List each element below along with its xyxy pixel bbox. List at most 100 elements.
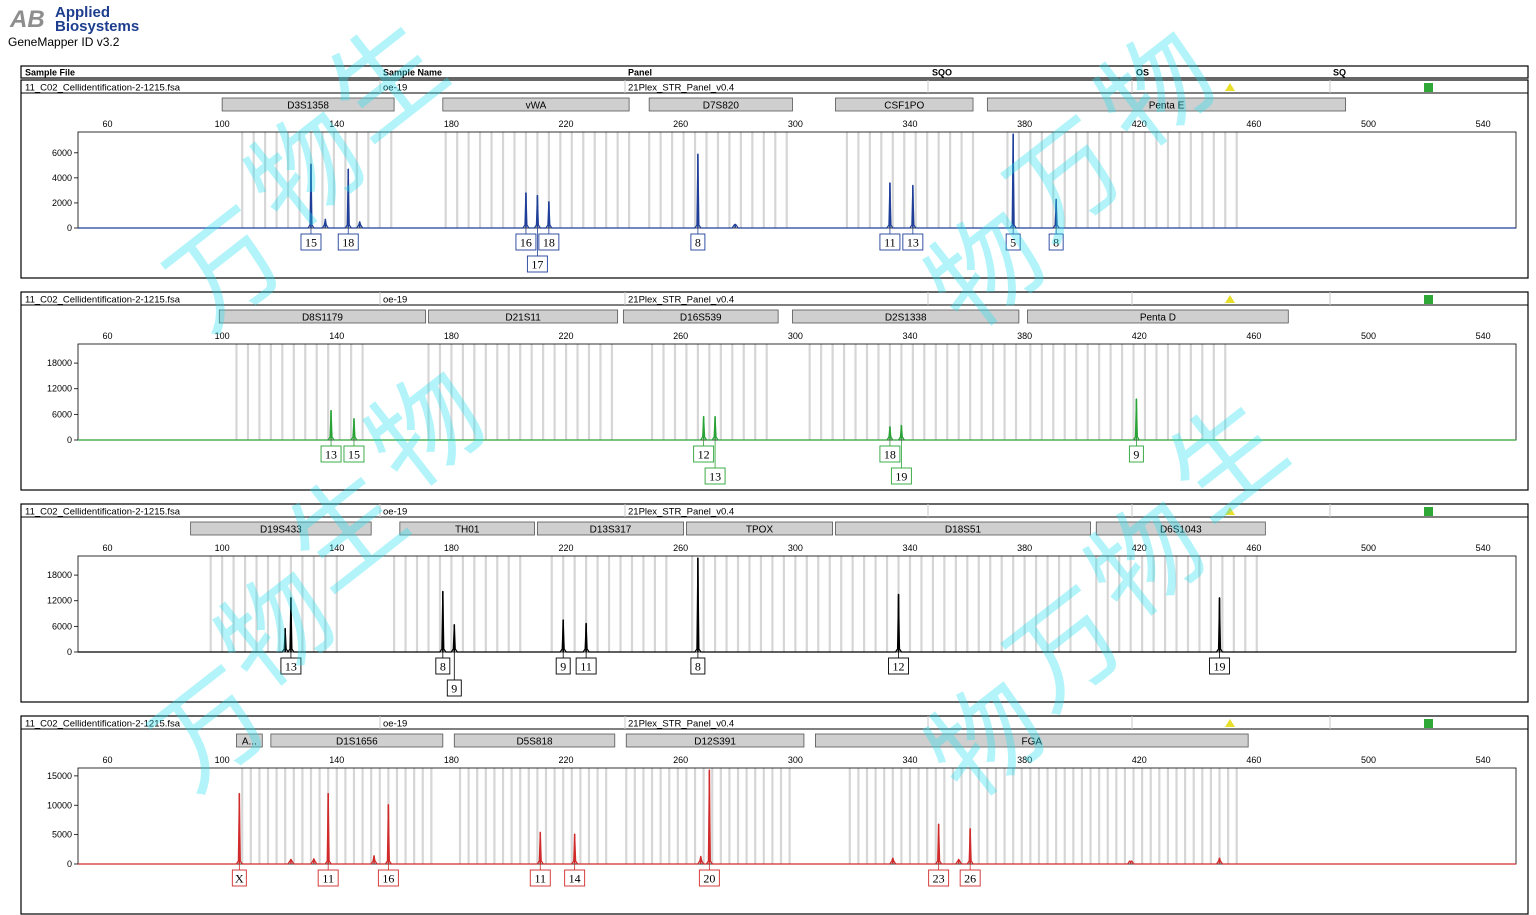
bin-line	[1029, 768, 1032, 864]
svg-text:9: 9	[560, 660, 566, 674]
allele-label[interactable]: 5	[1005, 228, 1021, 251]
col-panel[interactable]: Panel	[628, 68, 652, 78]
panel-cell[interactable]: 21Plex_STR_Panel_v0.4	[628, 719, 734, 730]
allele-label[interactable]: 19	[1209, 652, 1230, 675]
allele-label[interactable]: X	[231, 864, 247, 887]
bin-line	[817, 556, 820, 652]
panel-cell[interactable]: 21Plex_STR_Panel_v0.4	[628, 507, 734, 518]
allele-label[interactable]: 20	[698, 864, 720, 887]
marker-pentae[interactable]: Penta E	[986, 97, 1347, 112]
marker-d3s1358[interactable]: D3S1358	[221, 97, 395, 112]
allele-label[interactable]: 8	[690, 228, 706, 251]
allele-label[interactable]: 15	[300, 228, 322, 251]
allele-label[interactable]: 12	[693, 440, 715, 463]
allele-label[interactable]: 17	[526, 228, 548, 273]
col-os[interactable]: OS	[1136, 68, 1149, 78]
allele-label[interactable]: 16	[377, 864, 399, 887]
allele-label[interactable]: 11	[317, 864, 339, 887]
allele-label[interactable]: 9	[555, 652, 571, 675]
marker-d13s317[interactable]: D13S317	[537, 521, 684, 536]
marker-d5s818[interactable]: D5S818	[453, 733, 616, 748]
allele-label[interactable]: 8	[690, 652, 706, 675]
marker-th01[interactable]: TH01	[399, 521, 535, 536]
allele-label[interactable]: 9	[446, 652, 462, 697]
svg-text:8: 8	[695, 660, 701, 674]
marker-d8s1179[interactable]: D8S1179	[218, 309, 427, 324]
allele-label[interactable]: 11	[575, 652, 597, 675]
sample-file-cell[interactable]: 11_C02_Cellidentification-2-1215.fsa	[25, 83, 181, 94]
bin-line	[1012, 768, 1015, 864]
marker-d16s539[interactable]: D16S539	[622, 309, 779, 324]
panel-cell[interactable]: 21Plex_STR_Panel_v0.4	[628, 295, 734, 306]
bin-line	[309, 768, 313, 864]
bin-line	[1098, 132, 1101, 228]
bin-line	[883, 768, 886, 864]
marker-pentad[interactable]: Penta D	[1027, 309, 1289, 324]
col-sqo[interactable]: SQO	[932, 68, 952, 78]
marker-d19s433[interactable]: D19S433	[190, 521, 372, 536]
allele-label[interactable]: 18	[879, 440, 901, 463]
bin-line	[943, 556, 946, 652]
allele-label[interactable]: 13	[320, 440, 342, 463]
bin-line	[1115, 768, 1118, 864]
marker-csf1po[interactable]: CSF1PO	[835, 97, 974, 112]
marker-vwa[interactable]: vWA	[442, 97, 630, 112]
allele-label[interactable]: 14	[564, 864, 586, 887]
col-sq[interactable]: SQ	[1333, 68, 1346, 78]
allele-label[interactable]: 12	[888, 652, 909, 675]
allele-label[interactable]: 9	[1128, 440, 1144, 463]
sample-name-cell[interactable]: oe-19	[383, 83, 407, 94]
allele-label[interactable]: 8	[435, 652, 451, 675]
bin-line	[404, 556, 407, 652]
allele-label[interactable]: 19	[890, 440, 912, 485]
col-sample-name[interactable]: Sample Name	[383, 68, 442, 78]
bin-line	[1201, 344, 1204, 440]
marker-d7s820[interactable]: D7S820	[648, 97, 793, 112]
allele-label[interactable]: 13	[280, 652, 302, 675]
bin-line	[765, 344, 768, 440]
bin-line	[676, 768, 679, 864]
allele-label[interactable]: 8	[1048, 228, 1064, 251]
svg-text:20: 20	[703, 872, 715, 886]
bin-line	[553, 768, 556, 864]
allele-label[interactable]: 11	[879, 228, 901, 251]
allele-label[interactable]: 18	[538, 228, 560, 251]
sample-name-cell[interactable]: oe-19	[383, 295, 407, 306]
marker-fga[interactable]: FGA	[815, 733, 1249, 748]
svg-text:16: 16	[382, 872, 394, 886]
bin-line	[1029, 132, 1032, 228]
marker-d12s391[interactable]: D12S391	[625, 733, 805, 748]
allele-label[interactable]: 13	[902, 228, 924, 251]
marker-label: vWA	[526, 101, 547, 112]
marker-d6s1043[interactable]: D6S1043	[1095, 521, 1266, 536]
sample-file-cell[interactable]: 11_C02_Cellidentification-2-1215.fsa	[25, 719, 181, 730]
bin-line	[1163, 556, 1167, 652]
bin-line	[1086, 132, 1089, 228]
sample-name-cell[interactable]: oe-19	[383, 719, 407, 730]
marker-tpox[interactable]: TPOX	[686, 521, 833, 536]
bin-line	[994, 768, 998, 864]
allele-label[interactable]: 11	[529, 864, 551, 887]
marker-d2s1338[interactable]: D2S1338	[792, 309, 1020, 324]
allele-label[interactable]: 13	[704, 440, 726, 485]
allele-label[interactable]: 15	[343, 440, 365, 463]
col-sample-file[interactable]: Sample File	[25, 68, 75, 78]
bin-line	[527, 768, 530, 864]
allele-label[interactable]: 23	[928, 864, 950, 887]
sample-file-cell[interactable]: 11_C02_Cellidentification-2-1215.fsa	[25, 295, 181, 306]
marker-d21s11[interactable]: D21S11	[428, 309, 619, 324]
marker-a[interactable]: A...	[236, 733, 263, 748]
allele-label[interactable]: 18	[337, 228, 359, 251]
panel-cell[interactable]: 21Plex_STR_Panel_v0.4	[628, 83, 734, 94]
sample-file-cell[interactable]: 11_C02_Cellidentification-2-1215.fsa	[25, 507, 181, 518]
sample-name-cell[interactable]: oe-19	[383, 507, 407, 518]
table-header: Sample File Sample Name Panel SQO OS SQ	[20, 65, 1529, 79]
bin-line	[1120, 344, 1124, 440]
bin-line	[1155, 132, 1158, 228]
bin-line	[393, 556, 396, 652]
marker-d1s1656[interactable]: D1S1656	[270, 733, 444, 748]
x-tick-label: 500	[1361, 755, 1376, 765]
allele-label[interactable]: 16	[515, 228, 537, 251]
allele-label[interactable]: 26	[959, 864, 981, 887]
marker-d18s51[interactable]: D18S51	[835, 521, 1091, 536]
